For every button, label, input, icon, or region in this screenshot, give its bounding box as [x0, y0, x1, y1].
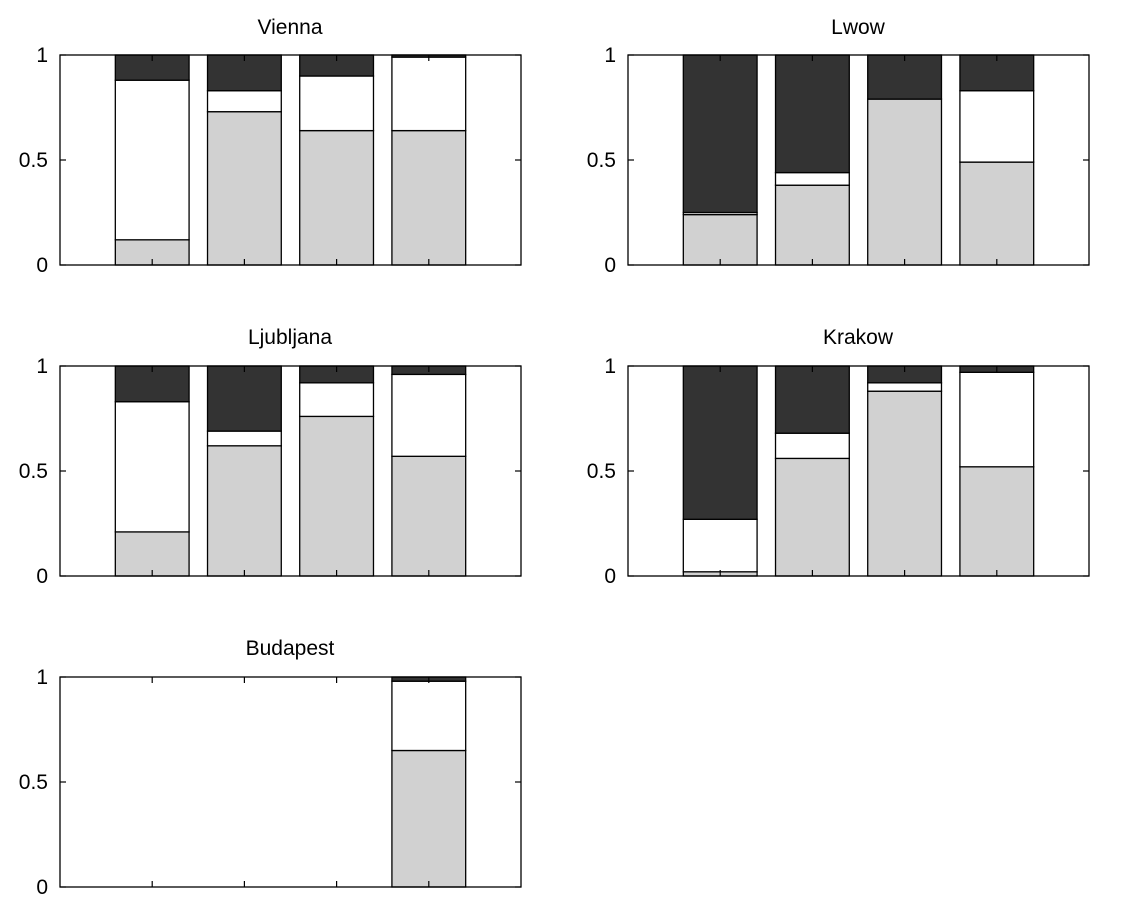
- lwow-bar-2-bottom: [774, 184, 850, 266]
- krakow-bar-2-middle: [774, 432, 850, 460]
- lwow-bar-1-top: [682, 54, 758, 214]
- ljubljana-bar-4-middle: [391, 373, 467, 457]
- vienna-bar-2-bottom: [206, 111, 282, 266]
- vienna-bar-2-middle: [206, 90, 282, 113]
- vienna-bar-4-middle: [391, 56, 467, 132]
- vienna-bar-3-bottom: [299, 129, 375, 266]
- lwow-ytick-label: 0: [604, 254, 616, 277]
- budapest-bar-4-bottom: [391, 749, 467, 888]
- krakow-bar-3-middle: [867, 382, 943, 392]
- krakow-bar-3-bottom: [867, 390, 943, 577]
- vienna-ytick-label: 0: [36, 254, 48, 277]
- lwow-bar-3-top: [867, 54, 943, 100]
- panel-title-lwow: Lwow: [831, 16, 886, 39]
- lwow-bar-2-top: [774, 54, 850, 174]
- vienna-ytick-label: 0.5: [19, 149, 48, 172]
- krakow-ytick-label: 0: [604, 565, 616, 588]
- panel-title-ljubljana: Ljubljana: [248, 326, 332, 349]
- budapest-bar-4-middle: [391, 680, 467, 752]
- lwow-ytick-label: 1: [604, 44, 616, 67]
- panel-title-vienna: Vienna: [257, 16, 322, 39]
- ljubljana-bar-1-bottom: [114, 531, 190, 577]
- ljubljana-bar-1-middle: [114, 401, 190, 533]
- lwow-bar-3-bottom: [867, 98, 943, 266]
- lwow-bar-2-middle: [774, 171, 850, 186]
- lwow-bar-1-bottom: [682, 213, 758, 266]
- lwow-bar-4-bottom: [959, 161, 1035, 266]
- panel-title-krakow: Krakow: [823, 326, 894, 349]
- ljubljana-bar-4-bottom: [391, 455, 467, 577]
- vienna-bar-3-middle: [299, 75, 375, 132]
- krakow-bar-2-top: [774, 365, 850, 434]
- ljubljana-bar-2-middle: [206, 430, 282, 447]
- vienna-bar-1-middle: [114, 79, 190, 241]
- krakow-ytick-label: 1: [604, 355, 616, 378]
- krakow-bar-1-middle: [682, 518, 758, 573]
- krakow-bar-4-bottom: [959, 466, 1035, 577]
- krakow-bar-4-middle: [959, 371, 1035, 468]
- ljubljana-ytick-label: 1: [36, 355, 48, 378]
- ljubljana-ytick-label: 0.5: [19, 460, 48, 483]
- budapest-ytick-label: 0.5: [19, 771, 48, 794]
- ljubljana-bar-2-bottom: [206, 445, 282, 577]
- vienna-bar-4-bottom: [391, 129, 467, 266]
- ljubljana-ytick-label: 0: [36, 565, 48, 588]
- lwow-bar-4-top: [959, 54, 1035, 92]
- budapest-ytick-label: 0: [36, 876, 48, 899]
- ljubljana-bar-3-middle: [299, 382, 375, 418]
- krakow-bar-1-top: [682, 365, 758, 520]
- krakow-ytick-label: 0.5: [587, 460, 616, 483]
- lwow-ytick-label: 0.5: [587, 149, 616, 172]
- lwow-bar-4-middle: [959, 90, 1035, 163]
- panel-title-budapest: Budapest: [246, 637, 335, 660]
- budapest-ytick-label: 1: [36, 666, 48, 689]
- vienna-ytick-label: 1: [36, 44, 48, 67]
- krakow-bar-2-bottom: [774, 457, 850, 577]
- ljubljana-bar-3-bottom: [299, 415, 375, 577]
- ljubljana-bar-2-top: [206, 365, 282, 432]
